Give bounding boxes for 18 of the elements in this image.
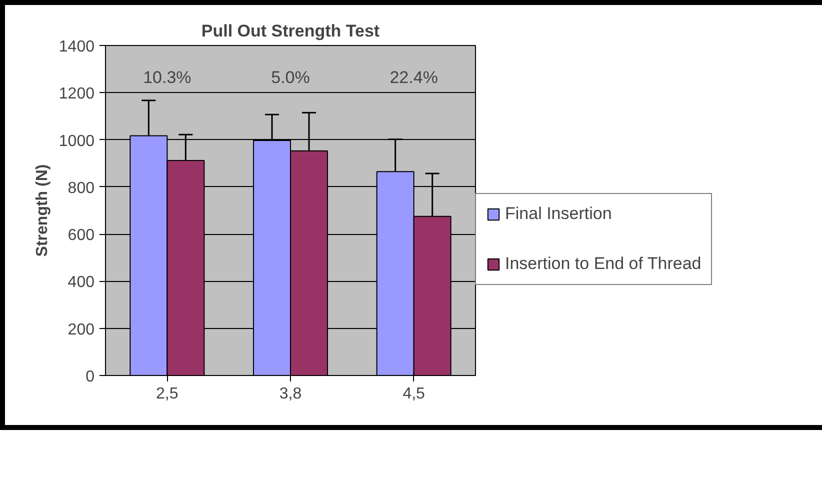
y-tick-label: 1200 [58,86,95,103]
x-tick-label: 2,5 [156,386,178,402]
y-tick-label: 400 [68,274,95,292]
legend-label: Insertion to End of Thread [505,254,702,274]
y-tick-label: 200 [68,321,95,338]
x-tick-label: 4,5 [402,386,426,402]
y-tick-label: 1400 [58,38,95,56]
x-tick-label: 3,8 [279,386,302,402]
y-tick-label: 800 [68,180,95,197]
y-tick-label: 0 [86,368,95,386]
y-tick-label: 1000 [58,132,95,150]
annotation: 22.4% [390,68,438,87]
annotation: 10.3% [143,68,192,87]
annotation: 5.0% [271,68,310,87]
chart-title: Pull Out Strength Test [201,22,380,40]
y-tick-label: 600 [68,227,95,244]
legend-label: Final Insertion [505,204,612,224]
y-axis-title: Strength (N) [34,164,51,257]
